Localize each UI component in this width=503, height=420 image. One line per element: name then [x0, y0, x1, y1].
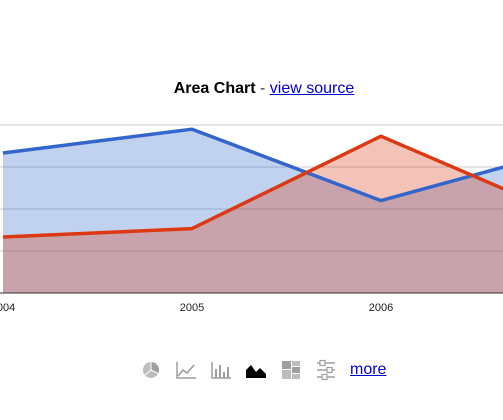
area-chart: 2004200520062007 — [0, 124, 503, 314]
series-1-line — [2, 127, 503, 203]
series-1-area — [3, 129, 503, 293]
series-areas — [3, 129, 503, 293]
x-tick-label: 2004 — [0, 302, 15, 314]
pie-chart-icon[interactable] — [140, 359, 162, 381]
bar-chart-icon[interactable] — [210, 359, 232, 381]
x-tick-label: 2005 — [180, 302, 204, 314]
gridlines — [0, 124, 503, 252]
chart-type-toolbar: more — [140, 358, 386, 382]
chart-title: Area Chart — [173, 80, 256, 97]
title-separator: - — [260, 80, 266, 97]
view-source-link[interactable]: view source — [269, 80, 355, 97]
controls-icon[interactable] — [315, 359, 337, 381]
series-lines — [2, 127, 503, 239]
chart-title-row: Area Chart - view source — [0, 79, 503, 99]
x-tick-label: 2006 — [369, 302, 393, 314]
area-chart-icon[interactable] — [245, 359, 267, 381]
more-link[interactable]: more — [350, 361, 387, 378]
series-2-area — [3, 136, 503, 293]
x-axis-ticks: 2004200520062007 — [0, 302, 393, 314]
treemap-icon[interactable] — [280, 359, 302, 381]
line-chart-icon[interactable] — [175, 359, 197, 381]
series-2-line — [2, 134, 503, 239]
